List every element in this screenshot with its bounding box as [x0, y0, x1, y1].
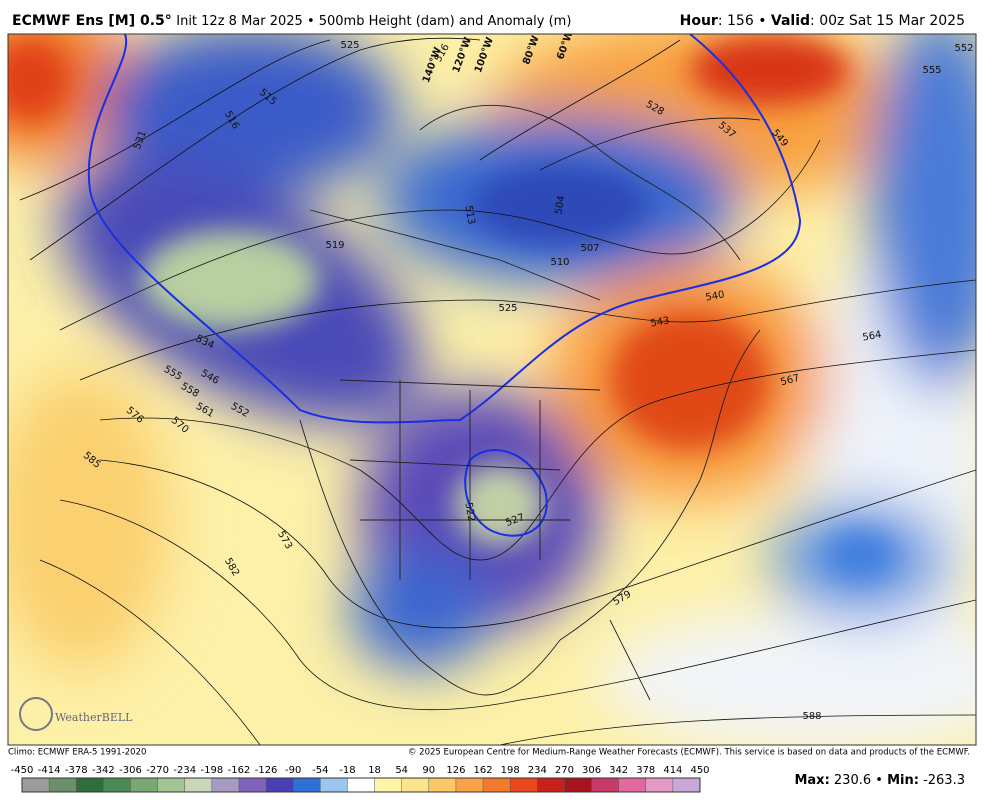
colorbar-tick-label: 234	[528, 765, 547, 776]
colorbar-segment	[184, 778, 212, 792]
contour-label: 552	[954, 43, 973, 54]
colorbar-tick-label: 414	[663, 765, 682, 776]
colorbar-segment	[211, 778, 239, 792]
contour-label: 504	[553, 195, 567, 216]
colorbar-segment	[483, 778, 511, 792]
colorbar-segment	[401, 778, 429, 792]
valid-label: Valid	[771, 13, 810, 29]
colorbar-segment	[76, 778, 104, 792]
min-label: Min:	[887, 773, 919, 788]
colorbar-segment	[238, 778, 267, 792]
colorbar-frame	[21, 777, 701, 793]
colorbar-segment	[374, 778, 402, 792]
colorbar-segment	[130, 778, 158, 792]
colorbar-tick-label: -378	[65, 765, 88, 776]
contour-label: 522	[462, 502, 476, 523]
colorbar-tick-label: -126	[255, 765, 278, 776]
logo-swirl	[19, 697, 53, 731]
max-label: Max:	[794, 773, 829, 788]
contour-label: 513	[462, 205, 476, 226]
colorbar-tick-label: -54	[312, 765, 328, 776]
colorbar-segment	[347, 778, 375, 792]
colorbar-tick-label: -450	[11, 765, 34, 776]
valid: 00z Sat 15 Mar 2025	[819, 13, 965, 29]
colorbar-tick-label: -18	[339, 765, 355, 776]
colorbar-segment	[672, 778, 700, 792]
colorbar-tick-label: 18	[368, 765, 381, 776]
colorbar-segment	[266, 778, 294, 792]
colorbar-tick-label: -414	[38, 765, 61, 776]
colorbar-segment	[49, 778, 77, 792]
max-value: 230.6	[834, 773, 871, 788]
colorbar-segment	[428, 778, 456, 792]
min-value: -263.3	[923, 773, 965, 788]
stats: Max: 230.6 • Min: -263.3	[794, 773, 965, 788]
colorbar-tick-label: -162	[228, 765, 251, 776]
colorbar-tick-label: -198	[200, 765, 223, 776]
colorbar-tick-label: 126	[446, 765, 465, 776]
colorbar-segment	[510, 778, 538, 792]
colorbar-segment	[103, 778, 131, 792]
contour-label: 507	[580, 243, 599, 254]
colorbar-tick-label: 450	[690, 765, 709, 776]
description: Init 12z 8 Mar 2025 • 500mb Height (dam)…	[176, 14, 571, 29]
contour-label: 525	[340, 40, 359, 51]
colorbar-tick-label: 378	[636, 765, 655, 776]
contour-label: 588	[802, 711, 821, 722]
contour-label: 564	[862, 329, 883, 343]
colorbar-segment	[293, 778, 321, 792]
stats-separator: •	[875, 773, 883, 788]
colorbar-tick-label: -342	[92, 765, 115, 776]
map-frame	[7, 33, 977, 746]
contour-label: 519	[325, 240, 344, 251]
header-right: Hour: 156 • Valid: 00z Sat 15 Mar 2025	[680, 13, 965, 29]
colorbar-tick-label: 306	[582, 765, 601, 776]
hour: 156	[727, 13, 754, 29]
header-left: ECMWF Ens [M] 0.5° Init 12z 8 Mar 2025 •…	[12, 13, 571, 29]
climo-note: Climo: ECMWF ERA-5 1991-2020	[8, 748, 146, 758]
contour-label: 543	[650, 315, 671, 329]
colorbar-tick-label: -306	[119, 765, 142, 776]
colorbar-tick-label: 162	[473, 765, 492, 776]
colorbar-segment	[455, 778, 484, 792]
colorbar-tick-label: 270	[555, 765, 574, 776]
separator: •	[758, 13, 766, 29]
colorbar: -450 -414 -378 -342 -306 -270 -234 -198 -162 -126…	[11, 765, 710, 793]
hour-label: Hour	[680, 13, 718, 29]
height-contours	[19, 34, 976, 745]
logo: WeatherBELL	[55, 711, 133, 724]
contour-label: 567	[779, 373, 800, 389]
colorbar-segment	[618, 778, 646, 792]
colorbar-tick-label: -270	[146, 765, 169, 776]
contour-label: 540	[705, 289, 726, 303]
colorbar-segment	[157, 778, 185, 792]
colorbar-segment	[591, 778, 619, 792]
contour-label: 510	[550, 257, 569, 268]
colorbar-tick-label: 90	[422, 765, 435, 776]
colorbar-segment	[320, 778, 348, 792]
colorbar-segment	[564, 778, 592, 792]
boundaries	[299, 104, 761, 701]
colorbar-tick-label: -234	[173, 765, 196, 776]
colorbar-segment	[537, 778, 565, 792]
colorbar-tick-label: 54	[395, 765, 408, 776]
anomaly-cores	[8, 35, 895, 580]
colorbar-tick-label: 342	[609, 765, 628, 776]
colorbar-tick-label: 198	[501, 765, 520, 776]
copyright: © 2025 European Centre for Medium-Range …	[408, 748, 970, 758]
model: ECMWF Ens [M] 0.5°	[12, 13, 172, 29]
colorbar-segment	[645, 778, 673, 792]
contour-label: 555	[922, 65, 941, 76]
contour-label: 525	[498, 303, 517, 314]
colorbar-tick-label: -90	[285, 765, 301, 776]
colorbar-segment	[22, 778, 50, 792]
